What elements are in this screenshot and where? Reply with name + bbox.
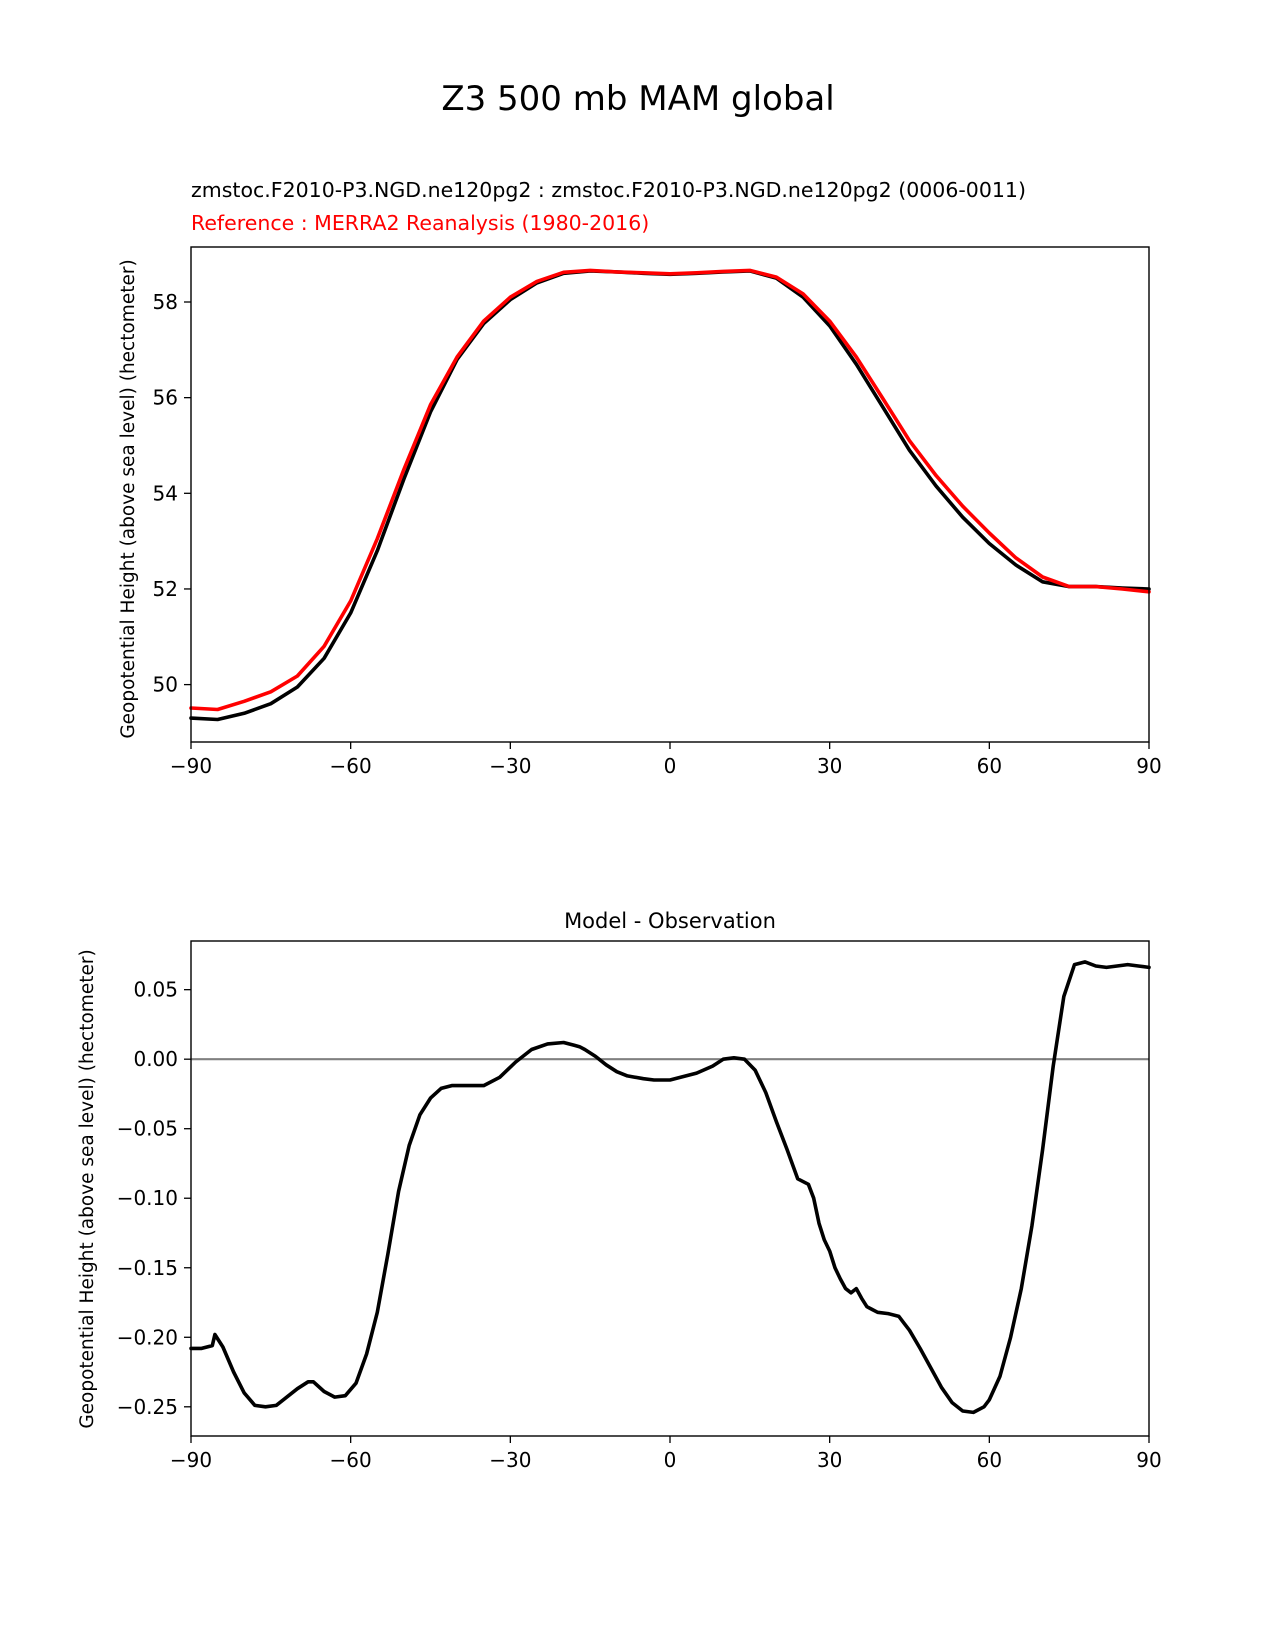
top-x-tick-label: −90	[170, 754, 212, 778]
top-x-tick-label: 0	[664, 754, 677, 778]
bottom-y-tick-label: −0.20	[117, 1325, 178, 1349]
top-x-tick-label: 30	[817, 754, 842, 778]
top-series-line-reference	[189, 268, 1151, 712]
bottom-x-tick-label: −30	[489, 1448, 531, 1472]
bottom-panel-title: Model - Observation	[564, 909, 776, 933]
bottom-y-tick-label: 0.00	[133, 1047, 178, 1071]
bottom-x-tick-label: 60	[977, 1448, 1002, 1472]
bottom-y-tick-label: −0.25	[117, 1395, 178, 1419]
bottom-y-tick-label: 0.05	[133, 978, 178, 1002]
top-y-tick-label: 58	[153, 290, 178, 314]
bottom-x-tick-label: 30	[817, 1448, 842, 1472]
bottom-y-tick-label: −0.15	[117, 1256, 178, 1280]
top-panel-subtitle: Reference : MERRA2 Reanalysis (1980-2016…	[191, 211, 649, 235]
bottom-panel-frame	[190, 940, 1150, 1437]
bottom-panel-ylabel: Geopotential Height (above sea level) (h…	[77, 949, 98, 1428]
bottom-panel-series	[189, 960, 1151, 1415]
bottom-x-tick-label: 0	[664, 1448, 677, 1472]
top-panel-series	[189, 268, 1151, 722]
top-panel-frame	[190, 246, 1150, 743]
top-panel-ticks: −90 −60 −30 0 30 60 90 50 52 54 56 58	[153, 290, 1162, 778]
top-panel-ylabel: Geopotential Height (above sea level) (h…	[118, 259, 139, 738]
top-y-tick-label: 50	[153, 673, 178, 697]
top-x-tick-label: 90	[1136, 754, 1161, 778]
bottom-x-tick-label: −90	[170, 1448, 212, 1472]
top-y-tick-label: 56	[153, 386, 178, 410]
top-x-tick-label: 60	[977, 754, 1002, 778]
bottom-y-tick-label: −0.05	[117, 1117, 178, 1141]
bottom-x-tick-label: −60	[330, 1448, 372, 1472]
top-x-tick-label: −30	[489, 754, 531, 778]
top-y-tick-label: 54	[153, 481, 178, 505]
top-y-tick-label: 52	[153, 577, 178, 601]
top-x-tick-label: −60	[330, 754, 372, 778]
top-panel-title: zmstoc.F2010-P3.NGD.ne120pg2 : zmstoc.F2…	[191, 178, 1026, 202]
bottom-panel-ticks: −90 −60 −30 0 30 60 90 0.05 0.00 −0.05 −0.10 −0.15 −…	[117, 978, 1162, 1472]
top-panel: zmstoc.F2010-P3.NGD.ne120pg2 : zmstoc.F2…	[118, 178, 1162, 778]
bottom-panel: Model - Observation Geopotential Height …	[77, 909, 1162, 1472]
bottom-x-tick-label: 90	[1136, 1448, 1161, 1472]
bottom-y-tick-label: −0.10	[117, 1186, 178, 1210]
bottom-series-line-model	[189, 960, 1151, 1415]
figure-title: Z3 500 mb MAM global	[441, 79, 834, 119]
